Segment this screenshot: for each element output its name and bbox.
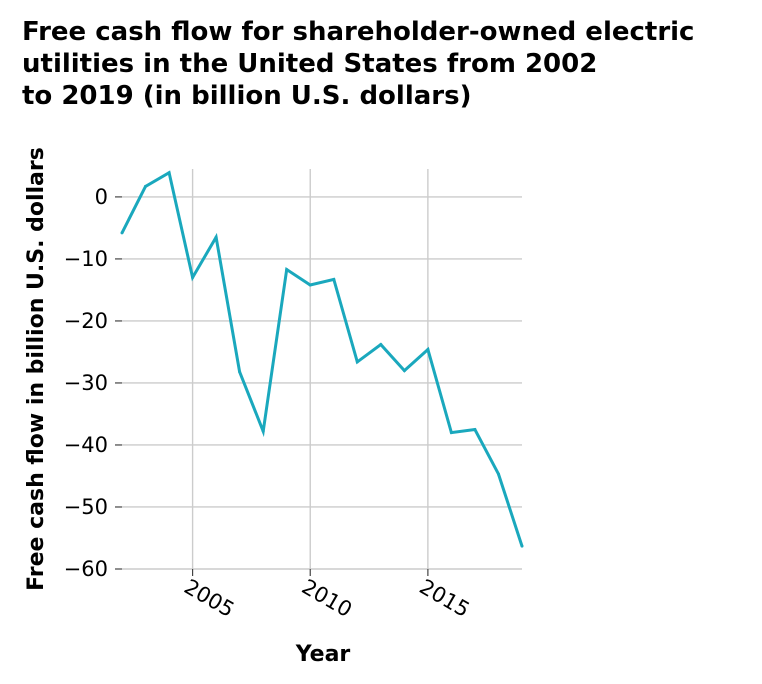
- data-point-2010: [308, 283, 312, 287]
- y-tick-label: −40: [64, 433, 108, 457]
- y-tick-label: −30: [64, 371, 108, 395]
- chart-title: Free cash flow for shareholder-owned ele…: [22, 16, 752, 112]
- y-axis-label: Free cash flow in billion U.S. dollars: [24, 147, 49, 591]
- x-tick-label: 2005: [180, 575, 238, 623]
- data-point-2015: [426, 348, 430, 351]
- data-point-2019: [520, 544, 524, 548]
- chart-title-line-3: to 2019 (in billion U.S. dollars): [22, 81, 472, 111]
- data-point-2017: [473, 428, 477, 431]
- series-line: [120, 170, 524, 547]
- data-points: [120, 171, 524, 548]
- chart-title-line-1: Free cash flow for shareholder-owned ele…: [22, 17, 695, 47]
- data-point-2012: [355, 360, 359, 364]
- y-tick-label: −60: [64, 557, 108, 581]
- x-tick-label: 2010: [298, 575, 356, 623]
- data-point-2005: [191, 276, 195, 279]
- data-point-2011: [332, 277, 336, 281]
- data-point-2003: [144, 184, 147, 188]
- data-point-2016: [449, 431, 453, 435]
- x-tick-label: 2015: [415, 575, 473, 623]
- y-tick-label: −50: [64, 495, 108, 519]
- x-axis-label: Year: [295, 642, 351, 667]
- data-point-2018: [497, 472, 500, 476]
- data-point-2002: [120, 231, 124, 235]
- y-tick-label: −20: [64, 309, 108, 333]
- chart-title-line-2: utilities in the United States from 2002: [22, 49, 598, 79]
- data-point-2007: [238, 370, 242, 374]
- data-point-2014: [402, 369, 406, 373]
- data-point-2004: [167, 171, 171, 175]
- y-tick-label: −10: [64, 247, 108, 271]
- series-group: [120, 170, 524, 547]
- data-point-2008: [261, 429, 265, 433]
- data-point-2006: [214, 235, 218, 239]
- data-point-2009: [285, 268, 289, 271]
- data-point-2013: [379, 343, 383, 346]
- y-tick-label: 0: [95, 185, 108, 209]
- grid-lines: [115, 169, 522, 576]
